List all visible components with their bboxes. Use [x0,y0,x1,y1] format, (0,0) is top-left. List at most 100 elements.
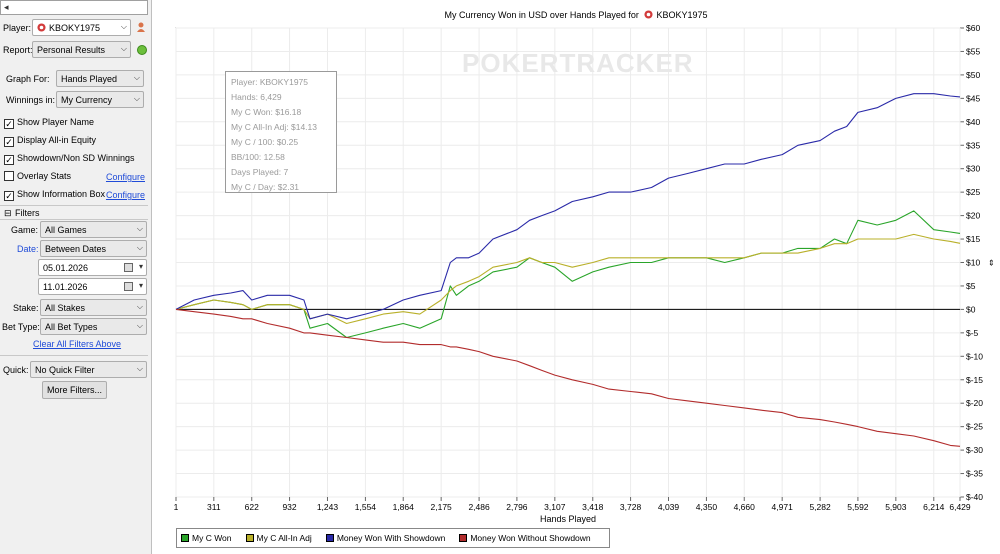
report-value: Personal Results [37,45,106,55]
y-tick-label: $20 [966,211,980,221]
y-tick-label: $45 [966,93,980,103]
y-axis-unit-icon: ⇕ [988,259,995,268]
legend-item[interactable]: My C Won [181,529,232,547]
clear-filters-link[interactable]: Clear All Filters Above [33,339,122,349]
x-tick-label: 6,429 [949,502,971,512]
y-tick-label: $15 [966,234,980,244]
x-tick-label: 5,282 [809,502,831,512]
x-tick-label: 4,350 [696,502,718,512]
graph-for-value: Hands Played [61,74,118,84]
y-tick-label: $-20 [966,398,983,408]
info-won: My C Won: $16.18 [231,107,302,117]
y-tick-label: $30 [966,164,980,174]
date-from-picker[interactable]: 05.01.2026 ▾ [38,259,147,276]
y-tick-label: $40 [966,117,980,127]
status-ok-icon [137,45,147,55]
showdown-winnings-checkbox[interactable]: ✓ Showdown/Non SD Winnings [4,153,135,167]
x-tick-label: 3,728 [620,502,642,512]
legend-item[interactable]: My C All-In Adj [245,529,312,547]
report-label: Report: [3,45,33,55]
x-tick-label: 5,592 [847,502,869,512]
report-select[interactable]: Personal Results ⌵ [32,41,131,58]
bet-type-select[interactable]: All Bet Types ⌵ [40,318,147,335]
y-tick-label: $35 [966,140,980,150]
show-info-box-checkbox[interactable]: ✓ Show Information Box [4,189,105,203]
checkbox-label: Overlay Stats [17,171,72,181]
panel-collapse-bar[interactable]: ◂ [0,0,148,15]
x-tick-label: 3,418 [582,502,604,512]
show-player-name-checkbox[interactable]: ✓ Show Player Name [4,117,94,131]
y-tick-label: $10 [966,258,980,268]
more-filters-button[interactable]: More Filters... [42,381,107,399]
quick-filter-select[interactable]: No Quick Filter ⌵ [30,361,147,378]
chevron-down-icon[interactable]: ▾ [138,262,143,271]
bet-type-label: Bet Type: [2,322,40,332]
player-label: Player: [3,23,32,33]
date-to-picker[interactable]: 11.01.2026 ▾ [38,278,147,295]
chevron-down-icon[interactable]: ▾ [138,281,143,290]
winnings-in-label: Winnings in: [6,95,56,105]
chevron-down-icon: ⌵ [133,94,140,103]
checkbox-unchecked-icon[interactable] [4,171,14,181]
configure-info-box-link[interactable]: Configure [105,190,145,200]
y-tick-label: $-30 [966,445,983,455]
y-tick-label: $50 [966,70,980,80]
person-icon[interactable] [136,22,146,32]
checkbox-label: Show Information Box [17,189,106,199]
x-tick-label: 4,971 [772,502,794,512]
chevron-down-icon: ⌵ [120,44,127,53]
chart-title-text: My Currency Won in USD over Hands Played… [444,10,639,20]
y-tick-label: $55 [966,46,980,56]
x-tick-label: 2,796 [506,502,528,512]
x-tick-label: 1 [174,502,179,512]
overlay-stats-checkbox[interactable]: Overlay Stats [4,171,71,185]
poker-chip-icon [644,10,653,19]
poker-chip-icon [37,23,46,32]
checkbox-label: Showdown/Non SD Winnings [17,153,135,163]
checkbox-checked-icon[interactable]: ✓ [4,191,14,201]
y-tick-label: $-5 [966,328,979,338]
info-hands: Hands: 6,429 [231,92,282,102]
stake-select[interactable]: All Stakes ⌵ [40,299,147,316]
chevron-down-icon: ⌵ [136,302,143,311]
y-tick-label: $-35 [966,469,983,479]
filters-heading: Filters [15,208,40,218]
display-allin-equity-checkbox[interactable]: ✓ Display All-in Equity [4,135,96,149]
calendar-icon[interactable] [124,282,133,291]
x-tick-label: 1,864 [393,502,415,512]
game-select[interactable]: All Games ⌵ [40,221,147,238]
chart-legend: My C Won My C All-In Adj Money Won With Sh… [176,528,610,548]
checkbox-checked-icon[interactable]: ✓ [4,137,14,147]
legend-swatch [181,534,189,542]
graph-for-label: Graph For: [6,74,50,84]
legend-label: My C Won [192,533,232,543]
x-tick-label: 1,554 [355,502,377,512]
checkbox-label: Display All-in Equity [17,135,97,145]
x-tick-label: 2,175 [431,502,453,512]
graph-for-select[interactable]: Hands Played ⌵ [56,70,144,87]
x-tick-label: 1,243 [317,502,339,512]
collapse-icon[interactable]: ⊟ [4,208,12,218]
series-line [175,233,961,325]
legend-label: My C All-In Adj [256,533,312,543]
legend-label: Money Won With Showdown [336,533,446,543]
y-tick-label: $25 [966,187,980,197]
chevron-down-icon: ⌵ [120,22,127,31]
legend-item[interactable]: Money Won With Showdown [325,529,446,547]
calendar-icon[interactable] [124,263,133,272]
checkbox-checked-icon[interactable]: ✓ [4,119,14,129]
checkbox-checked-icon[interactable]: ✓ [4,155,14,165]
configure-overlay-link[interactable]: Configure [105,172,145,182]
x-tick-label: 622 [245,502,259,512]
player-select[interactable]: KBOKY1975 ⌵ [32,19,131,36]
info-per-100: My C / 100: $0.25 [231,137,299,147]
left-panel: ◂ Player: KBOKY1975 ⌵ Report: Personal R… [0,0,152,554]
winnings-in-select[interactable]: My Currency ⌵ [56,91,144,108]
arrow-left-icon[interactable]: ◂ [4,2,9,12]
date-value: Between Dates [45,244,107,254]
pokertracker-watermark: POKERTRACKER [462,48,694,78]
series-line [175,93,961,320]
legend-item[interactable]: Money Won Without Showdown [459,529,591,547]
date-select[interactable]: Between Dates ⌵ [40,240,147,257]
divider [0,205,148,206]
